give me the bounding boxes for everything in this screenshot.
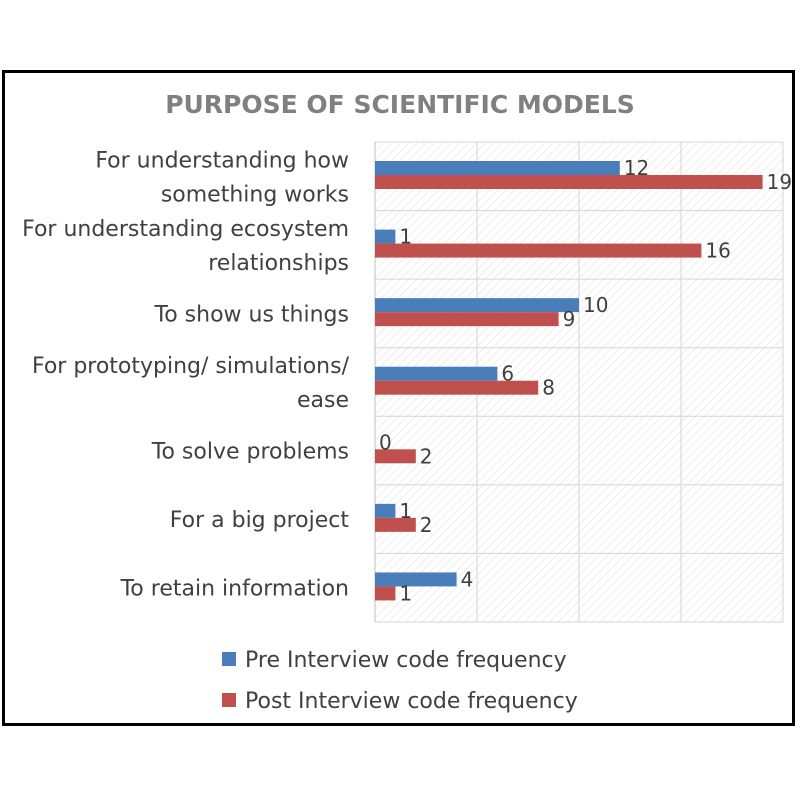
bars xyxy=(375,161,763,601)
data-label: 4 xyxy=(461,567,474,591)
data-label: 0 xyxy=(379,430,392,454)
bar-post xyxy=(375,586,396,601)
category-label: To show us things xyxy=(154,302,349,327)
bar-pre xyxy=(375,503,396,518)
data-label: 8 xyxy=(542,376,555,400)
category-label: For a big project xyxy=(170,508,350,533)
data-label: 1 xyxy=(399,499,412,523)
data-label: 19 xyxy=(767,170,792,194)
data-label: 16 xyxy=(705,239,730,263)
data-label: 2 xyxy=(420,513,433,537)
data-label: 1 xyxy=(399,225,412,249)
data-label: 6 xyxy=(501,362,514,386)
legend-label: Post Interview code frequency xyxy=(245,689,578,714)
data-label: 2 xyxy=(420,444,433,468)
data-label: 1 xyxy=(399,581,412,605)
data-label: 12 xyxy=(624,156,649,180)
data-label: 9 xyxy=(563,307,576,331)
grid-lines xyxy=(374,141,784,623)
bar-pre xyxy=(375,572,457,587)
legend: Pre Interview code frequency Post Intervi… xyxy=(222,648,578,714)
legend-swatch xyxy=(222,652,236,666)
category-label: To retain information xyxy=(120,577,349,602)
category-label: For understanding how something works xyxy=(95,148,349,207)
category-label: For prototyping/ simulations/ease xyxy=(32,354,350,413)
bar-post xyxy=(375,243,702,258)
bar-pre xyxy=(375,366,498,381)
bar-pre xyxy=(375,298,579,313)
chart-title: PURPOSE OF SCIENTIFIC MODELS xyxy=(165,90,635,119)
legend-swatch xyxy=(222,693,236,707)
bar-post xyxy=(375,380,539,395)
bar-pre xyxy=(375,229,396,244)
bar-post xyxy=(375,449,416,464)
bar-pre xyxy=(375,161,620,175)
category-label: For understanding ecosystem relationships xyxy=(22,217,349,276)
category-labels: For understanding how something works For … xyxy=(22,148,349,601)
bar-post xyxy=(375,517,416,532)
legend-label: Pre Interview code frequency xyxy=(245,648,567,673)
data-label: 10 xyxy=(583,293,608,317)
bar-post xyxy=(375,175,763,189)
bar-post xyxy=(375,312,559,327)
category-label: To solve problems xyxy=(151,440,349,465)
